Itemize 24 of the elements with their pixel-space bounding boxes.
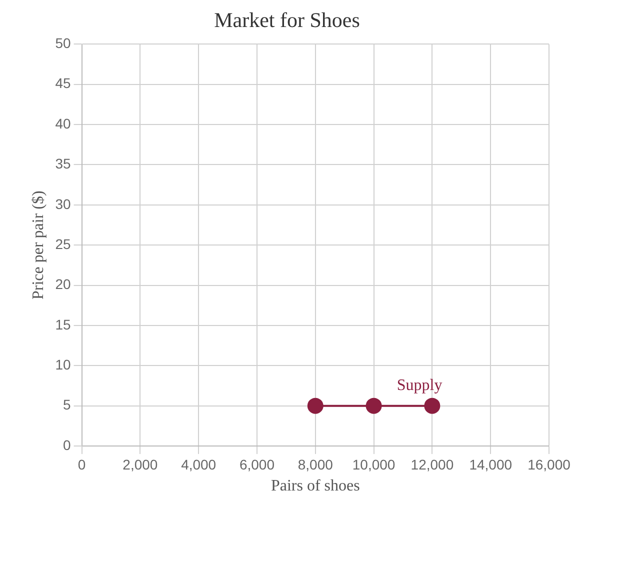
x-tick-label: 2,000 [122,456,158,472]
x-tick-label: 6,000 [239,456,275,472]
y-tick-label: 5 [62,396,71,413]
x-tick-label: 8,000 [298,456,334,472]
x-tick-label: 12,000 [410,456,454,472]
series-label: Supply [396,377,442,394]
x-tick-label: 4,000 [181,456,216,472]
y-tick-label: 15 [55,316,71,332]
chart-title: Market for Shoes [214,8,360,32]
x-tick-label: 14,000 [469,456,512,472]
x-tick-label: 16,000 [528,456,571,472]
y-tick-label: 25 [55,236,71,252]
x-tick-label: 0 [78,456,86,472]
y-tick-label: 10 [55,356,71,372]
x-tick-label: 10,000 [352,456,396,472]
y-tick-label: 35 [55,156,71,172]
y-tick-label: 0 [62,436,71,453]
y-tick-label: 50 [55,35,71,52]
y-tick-label: 40 [55,115,71,132]
x-axis-title: Pairs of shoes [270,478,360,495]
y-tick-label: 30 [55,196,71,212]
y-tick-label: 20 [55,276,71,292]
y-axis-title: Price per pair ($) [30,190,47,300]
y-tick-label: 45 [55,75,71,92]
